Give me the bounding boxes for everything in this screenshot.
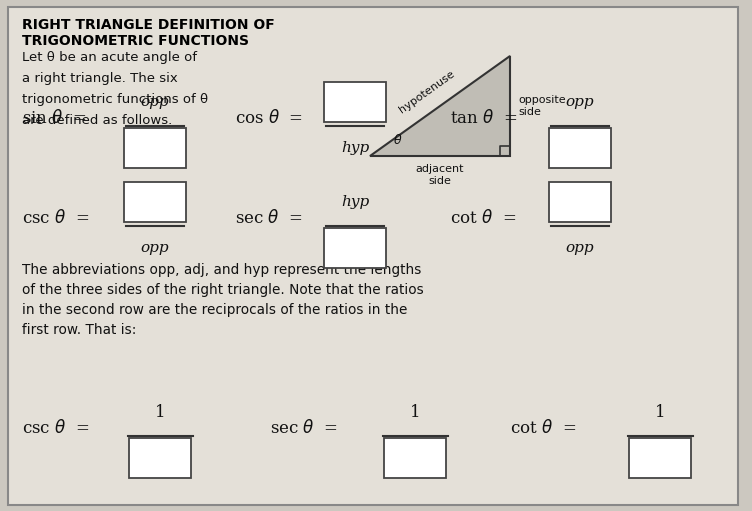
Text: tan $\theta$  =: tan $\theta$ = (450, 109, 517, 127)
Text: trigonometric functions of θ: trigonometric functions of θ (22, 93, 208, 106)
Text: first row. That is:: first row. That is: (22, 323, 136, 337)
Text: RIGHT TRIANGLE DEFINITION OF: RIGHT TRIANGLE DEFINITION OF (22, 18, 274, 32)
Bar (324, 82, 386, 122)
Text: are defined as follows.: are defined as follows. (22, 114, 172, 127)
Text: opp: opp (566, 95, 594, 109)
Bar (129, 438, 191, 478)
Text: hypotenuse: hypotenuse (398, 69, 456, 115)
Bar (124, 128, 186, 168)
Text: 1: 1 (410, 404, 420, 421)
Text: $\theta$: $\theta$ (393, 133, 403, 147)
Text: cot $\theta$  =: cot $\theta$ = (450, 209, 516, 227)
Text: csc $\theta$  =: csc $\theta$ = (22, 419, 89, 437)
Bar (629, 438, 691, 478)
Text: a right triangle. The six: a right triangle. The six (22, 72, 177, 85)
Text: opp: opp (141, 95, 169, 109)
Text: csc $\theta$  =: csc $\theta$ = (22, 209, 89, 227)
Bar (124, 182, 186, 222)
Text: of the three sides of the right triangle. Note that the ratios: of the three sides of the right triangle… (22, 283, 423, 297)
Bar (549, 182, 611, 222)
Text: in the second row are the reciprocals of the ratios in the: in the second row are the reciprocals of… (22, 303, 408, 317)
Text: hyp: hyp (341, 141, 369, 155)
Text: cot $\theta$  =: cot $\theta$ = (510, 419, 576, 437)
Text: TRIGONOMETRIC FUNCTIONS: TRIGONOMETRIC FUNCTIONS (22, 34, 249, 48)
Text: opposite
side: opposite side (518, 95, 566, 117)
Text: The abbreviations opp, adj, and hyp represent the lengths: The abbreviations opp, adj, and hyp repr… (22, 263, 421, 277)
Text: opp: opp (566, 241, 594, 255)
Bar (384, 438, 446, 478)
Polygon shape (370, 56, 510, 156)
Text: hyp: hyp (341, 195, 369, 209)
Text: sec $\theta$  =: sec $\theta$ = (270, 419, 338, 437)
Text: Let θ be an acute angle of: Let θ be an acute angle of (22, 51, 197, 64)
Text: sin $\theta$  =: sin $\theta$ = (22, 109, 86, 127)
Text: sec $\theta$  =: sec $\theta$ = (235, 209, 303, 227)
Text: opp: opp (141, 241, 169, 255)
Text: 1: 1 (655, 404, 666, 421)
Text: 1: 1 (155, 404, 165, 421)
Text: adjacent
side: adjacent side (416, 164, 464, 187)
Text: cos $\theta$  =: cos $\theta$ = (235, 109, 303, 127)
Bar (549, 128, 611, 168)
Bar (324, 228, 386, 268)
